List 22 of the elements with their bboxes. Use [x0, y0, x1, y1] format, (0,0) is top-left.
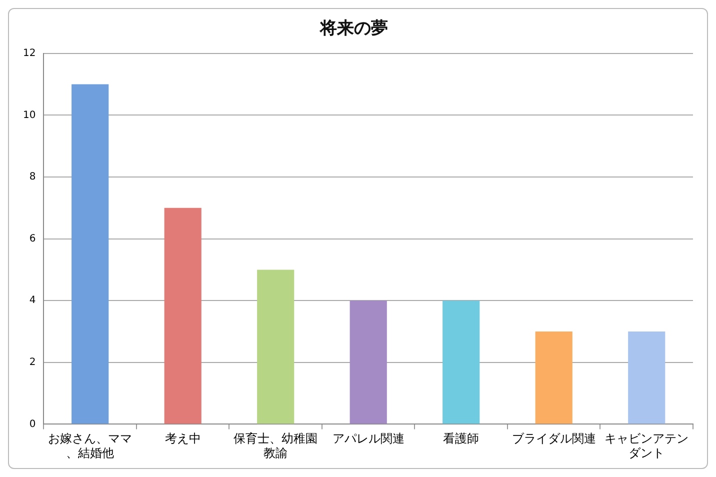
y-tick-label: 8 [29, 172, 36, 183]
bar [442, 300, 480, 424]
x-tick-label: ブライダル関連 [512, 432, 596, 446]
y-tick-label: 4 [29, 295, 36, 306]
x-tick-label: 保育士、幼稚園教諭 [234, 432, 318, 460]
bar [350, 300, 387, 424]
y-tick-label: 6 [29, 233, 36, 244]
y-tick-label: 2 [29, 356, 36, 368]
bar [257, 270, 294, 424]
bar [164, 208, 202, 424]
x-tick-label: 看護師 [443, 432, 480, 446]
x-tick-label: 考え中 [164, 432, 201, 446]
y-tick-label: 0 [29, 418, 36, 430]
x-tick-label: アパレル関連 [332, 432, 404, 446]
bar [628, 332, 666, 424]
x-tick-label: キャビンアテンダント [604, 432, 689, 460]
y-tick-label: 12 [22, 48, 36, 59]
x-tick-label: お嫁さん、ママ、結婚他 [48, 432, 132, 460]
y-tick-label: 10 [22, 110, 36, 121]
bar [535, 332, 572, 424]
chart-title: 将来の夢 [319, 18, 388, 39]
bar [72, 84, 109, 424]
